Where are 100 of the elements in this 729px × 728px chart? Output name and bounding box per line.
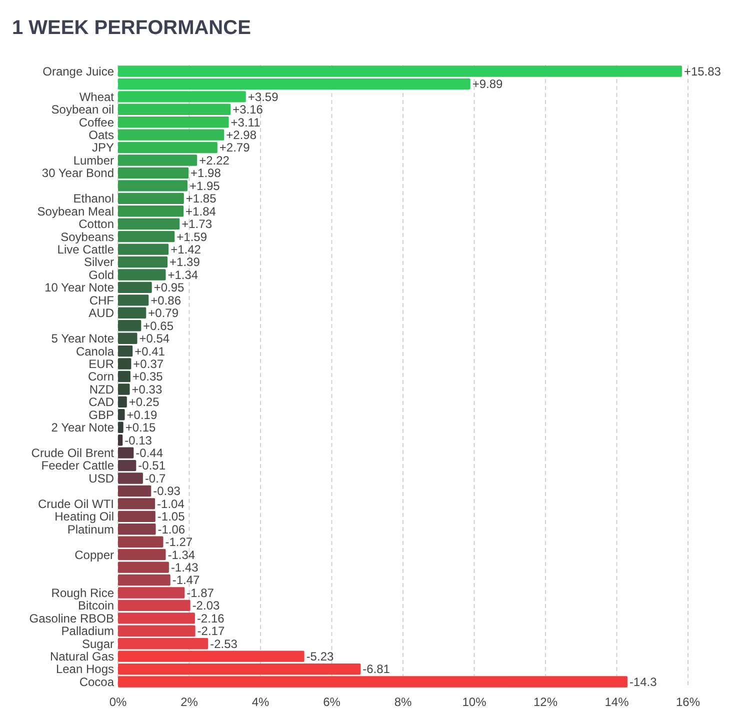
data-label: -1.87 <box>186 586 214 600</box>
data-label: +2.98 <box>226 128 257 142</box>
y-tick-label: Gold <box>88 268 114 282</box>
data-label: +0.86 <box>150 293 182 308</box>
data-label: -5.23 <box>306 650 334 664</box>
x-tick-label: 12% <box>533 695 558 709</box>
x-tick-label: 4% <box>252 695 270 709</box>
y-tick-label: Soybean oil <box>51 102 114 117</box>
y-tick-label: Copper <box>74 548 114 562</box>
x-tick-label: 10% <box>462 695 487 709</box>
data-label: +0.19 <box>126 408 158 422</box>
data-label: -1.05 <box>157 510 186 524</box>
data-label: +0.65 <box>143 318 174 333</box>
y-tick-label: Ethanol <box>73 192 114 206</box>
y-tick-label: JPY <box>92 140 114 155</box>
y-tick-label: 30 Year Bond <box>42 166 114 180</box>
y-tick-label: Corn <box>88 370 114 384</box>
y-tick-label: Coffee <box>78 115 114 130</box>
data-label: +0.15 <box>125 420 156 435</box>
data-label: +0.37 <box>133 356 164 371</box>
bar <box>118 434 123 446</box>
data-label: -0.13 <box>124 433 152 448</box>
data-label: -14.3 <box>629 674 658 689</box>
data-label: -1.27 <box>165 535 193 550</box>
y-tick-label: Live Cattle <box>57 242 114 257</box>
x-tick-label: 14% <box>604 695 630 709</box>
data-label: +0.79 <box>148 306 179 320</box>
y-tick-label: Heating Oil <box>54 510 114 524</box>
data-label: +2.22 <box>199 153 230 168</box>
data-label: -1.43 <box>170 560 199 574</box>
data-label: -2.03 <box>192 598 220 613</box>
data-label: +1.59 <box>176 230 208 244</box>
data-label: -0.44 <box>136 446 164 460</box>
data-label: +1.98 <box>190 166 222 180</box>
data-label: -2.17 <box>197 624 225 638</box>
y-tick-label: Orange Juice <box>42 64 114 78</box>
y-tick-label: Silver <box>84 255 114 270</box>
data-label: +1.39 <box>170 255 200 270</box>
y-tick-label: Rough Rice <box>51 586 114 600</box>
y-tick-label: 5 Year Note <box>51 332 114 346</box>
x-tick-label: 0% <box>109 695 127 709</box>
data-label: -1.04 <box>157 496 185 511</box>
data-label: -2.53 <box>210 636 238 651</box>
data-label: +0.25 <box>128 395 160 410</box>
y-tick-label: Oats <box>88 128 114 142</box>
y-tick-label: NZD <box>89 382 114 396</box>
y-tick-label: Crude Oil Brent <box>31 446 115 460</box>
y-tick-label: Palladium <box>61 624 114 638</box>
y-tick-label: Platinum <box>67 522 114 536</box>
data-label: -0.7 <box>144 471 166 486</box>
y-tick-label: Feeder Cattle <box>41 458 114 473</box>
y-tick-label: Wheat <box>79 90 115 104</box>
data-label: -2.16 <box>196 611 225 626</box>
data-label: +3.59 <box>248 90 279 104</box>
data-label: +1.42 <box>170 242 202 257</box>
y-tick-label: Lumber <box>73 153 114 168</box>
y-tick-label: 10 Year Note <box>44 280 114 295</box>
data-label: +9.89 <box>472 77 504 92</box>
y-tick-label: 2 Year Note <box>51 420 114 435</box>
data-label: +1.85 <box>186 192 217 206</box>
x-tick-label: 8% <box>394 695 412 709</box>
y-tick-label: USD <box>88 471 114 486</box>
data-label: -1.47 <box>172 573 200 588</box>
data-label: -1.06 <box>158 522 186 536</box>
x-tick-label: 2% <box>180 695 198 709</box>
y-tick-label: Crude Oil WTI <box>38 496 114 511</box>
data-label: +0.95 <box>154 280 185 295</box>
y-tick-label: Gasoline RBOB <box>29 611 114 626</box>
x-tick-label: 16% <box>676 695 700 709</box>
data-label: +0.41 <box>134 344 166 358</box>
y-tick-label: Lean Hogs <box>56 662 114 676</box>
y-tick-label: Bitcoin <box>78 598 114 613</box>
y-tick-label: Sugar <box>82 636 114 651</box>
x-tick-label: 6% <box>323 695 341 709</box>
data-label: -1.34 <box>168 548 196 562</box>
data-label: +0.35 <box>132 370 164 384</box>
data-label: +1.34 <box>168 268 198 282</box>
data-label: +15.83 <box>684 64 722 78</box>
y-tick-label: Canola <box>76 344 114 358</box>
data-label: -0.93 <box>153 484 181 498</box>
data-label: -6.81 <box>362 662 390 676</box>
y-tick-label: GBP <box>88 408 114 422</box>
bar <box>118 472 143 484</box>
y-tick-label: Cocoa <box>79 674 114 689</box>
y-tick-label: CAD <box>88 395 114 410</box>
data-label: +0.54 <box>139 332 170 346</box>
bar <box>118 587 185 598</box>
data-label: +0.33 <box>132 382 162 396</box>
y-tick-label: Natural Gas <box>50 650 114 664</box>
data-label: +1.95 <box>189 178 220 193</box>
y-tick-label: Soybeans <box>60 230 114 244</box>
chart-title: 1 WEEK PERFORMANCE <box>12 17 251 39</box>
data-label: +3.16 <box>232 102 264 117</box>
y-tick-label: AUD <box>88 306 114 320</box>
data-label: +3.11 <box>230 115 261 130</box>
y-tick-label: EUR <box>88 356 114 371</box>
y-tick-label: CHF <box>89 293 114 308</box>
data-label: +1.84 <box>186 204 216 218</box>
y-tick-label: Cotton <box>78 217 114 232</box>
data-label: +1.73 <box>182 217 212 232</box>
